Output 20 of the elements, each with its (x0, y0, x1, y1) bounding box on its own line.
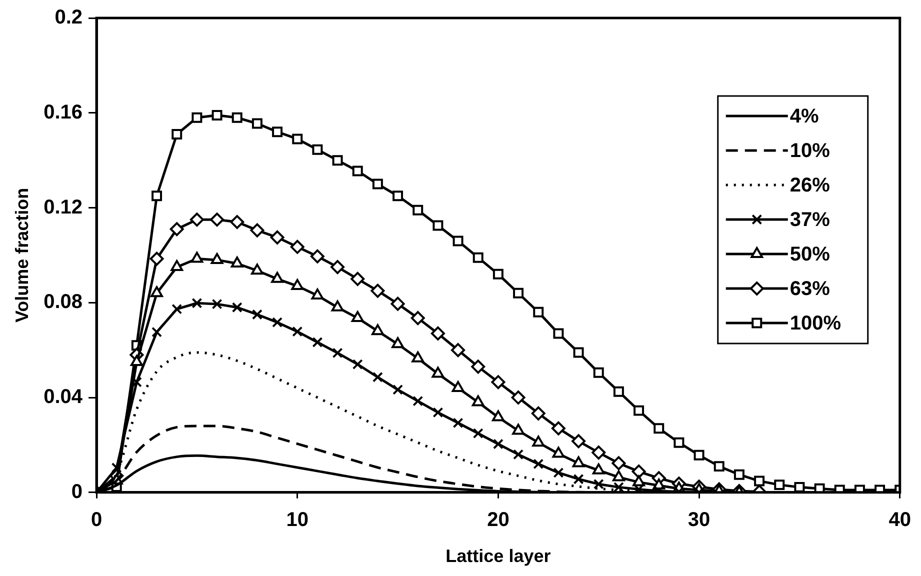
legend-label: 63% (790, 278, 830, 300)
y-tick-label: 0.2 (54, 6, 83, 29)
y-tick-label: 0.04 (44, 386, 84, 408)
x-tick-label: 0 (90, 508, 102, 531)
y-tick-label: 0.16 (44, 101, 83, 124)
x-axis-title: Lattice layer (446, 546, 551, 566)
y-tick-label: 0 (71, 480, 83, 503)
x-tick-label: 10 (286, 508, 308, 531)
y-tick-label: 0.12 (44, 196, 83, 218)
legend-label: 4% (790, 106, 819, 128)
y-axis-title: Volume fraction (12, 188, 32, 323)
legend-label: 10% (790, 140, 830, 162)
legend-label: 50% (790, 244, 830, 266)
legend-label: 37% (790, 209, 830, 232)
x-tick-label: 40 (888, 508, 911, 531)
x-tick-label: 20 (487, 508, 510, 531)
x-tick-label: 30 (688, 508, 710, 531)
legend-label: 26% (790, 174, 830, 197)
y-tick-label: 0.08 (44, 291, 83, 314)
legend-label: 100% (790, 312, 842, 335)
